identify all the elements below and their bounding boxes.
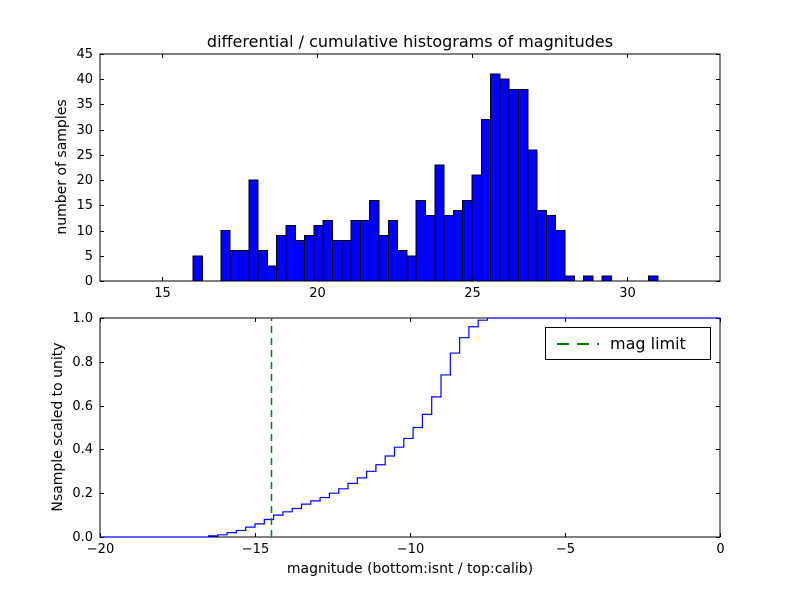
- svg-text:−10: −10: [397, 542, 424, 557]
- svg-text:20: 20: [76, 173, 93, 188]
- svg-text:−5: −5: [556, 542, 575, 557]
- legend-label: mag limit: [610, 334, 686, 353]
- bottom-x-axis-label: magnitude (bottom:isnt / top:calib): [286, 561, 534, 577]
- top-y-axis-label: number of samples: [54, 99, 70, 235]
- chart-title: differential / cumulative histograms of …: [206, 32, 614, 51]
- svg-text:0.2: 0.2: [72, 486, 93, 501]
- svg-text:0: 0: [716, 542, 724, 557]
- svg-text:10: 10: [76, 224, 93, 239]
- svg-text:5: 5: [85, 249, 93, 264]
- bottom-y-axis-label: Nsample scaled to unity: [50, 342, 66, 512]
- svg-text:20: 20: [309, 286, 326, 301]
- svg-text:−20: −20: [87, 542, 114, 557]
- svg-text:0.8: 0.8: [72, 355, 93, 370]
- svg-text:−15: −15: [242, 542, 269, 557]
- svg-text:0: 0: [85, 274, 93, 289]
- svg-text:0.4: 0.4: [72, 442, 93, 457]
- svg-text:0.0: 0.0: [72, 530, 93, 545]
- svg-text:40: 40: [76, 72, 93, 87]
- svg-text:25: 25: [464, 286, 481, 301]
- svg-text:30: 30: [76, 123, 93, 138]
- svg-text:30: 30: [619, 286, 636, 301]
- svg-text:45: 45: [76, 47, 93, 62]
- svg-text:1.0: 1.0: [72, 311, 93, 326]
- svg-text:25: 25: [76, 148, 93, 163]
- legend-box: mag limit: [545, 327, 711, 360]
- svg-text:15: 15: [154, 286, 171, 301]
- svg-text:35: 35: [76, 97, 93, 112]
- svg-text:15: 15: [76, 198, 93, 213]
- svg-text:0.6: 0.6: [72, 399, 93, 414]
- legend-dashed-line-icon: [557, 342, 599, 345]
